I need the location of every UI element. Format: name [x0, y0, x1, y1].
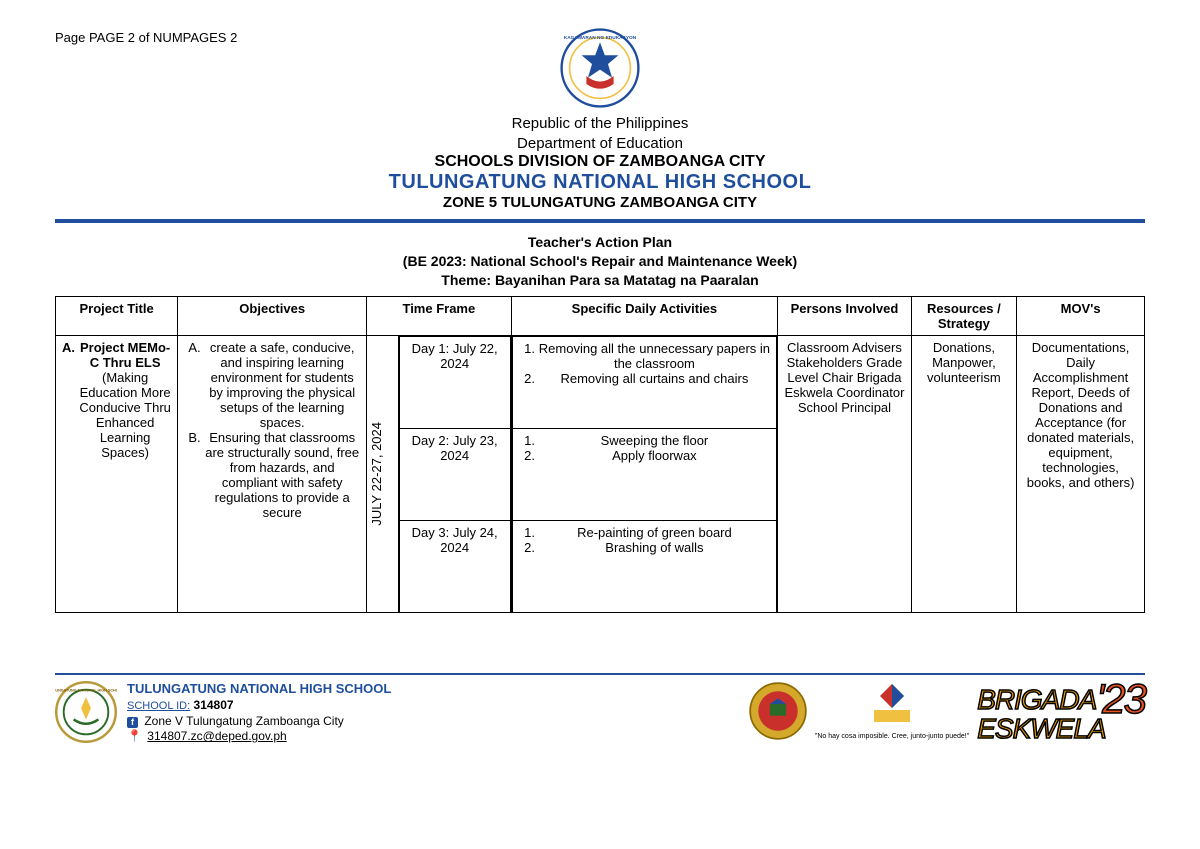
cell-project-title: A. Project MEMo-C Thru ELS (Making Educa… — [56, 335, 178, 613]
col-movs: MOV's — [1017, 296, 1145, 335]
footer-rule — [55, 673, 1145, 675]
activity-item: Re-painting of green board — [539, 525, 771, 540]
header-zone: ZONE 5 TULUNGATUNG ZAMBOANGA CITY — [0, 194, 1200, 211]
day-label: Day 2: July 23, 2024 — [399, 428, 510, 520]
footer: TULUNGATUNG NATIONAL HIGH SCHOOL TULUNGA… — [55, 681, 1145, 745]
cell-activities: Removing all the unnecessary papers in t… — [511, 335, 778, 613]
deped-seal: KAGAWARAN NG EDUKASYON — [560, 28, 640, 108]
header-division: SCHOOLS DIVISION OF ZAMBOANGA CITY — [0, 153, 1200, 171]
table-row: A. Project MEMo-C Thru ELS (Making Educa… — [56, 335, 1145, 613]
footer-left: TULUNGATUNG NATIONAL HIGH SCHOOL TULUNGA… — [55, 681, 749, 745]
activity-item: Brashing of walls — [539, 540, 771, 555]
action-plan-table: Project Title Objectives Time Frame Spec… — [55, 296, 1145, 614]
activity-item: Removing all the unnecessary papers in t… — [539, 341, 771, 371]
cell-resources: Donations, Manpower, volunteerism — [911, 335, 1017, 613]
cell-movs: Documentations, Daily Accomplishment Rep… — [1017, 335, 1145, 613]
objective-item: create a safe, conducive, and inspiring … — [204, 340, 360, 430]
col-objectives: Objectives — [178, 296, 367, 335]
col-project-title: Project Title — [56, 296, 178, 335]
svg-text:TULUNGATUNG NATIONAL HIGH SCHO: TULUNGATUNG NATIONAL HIGH SCHOOL — [55, 689, 117, 693]
timeframe-span-text: JULY 22-27, 2024 — [367, 412, 386, 536]
day-label: Day 1: July 22, 2024 — [399, 336, 510, 428]
col-activities: Specific Daily Activities — [511, 296, 778, 335]
header-rule — [55, 219, 1145, 223]
footer-info: TULUNGATUNG NATIONAL HIGH SCHOOL SCHOOL … — [127, 681, 391, 745]
school-seal: TULUNGATUNG NATIONAL HIGH SCHOOL — [55, 681, 117, 743]
pin-icon: 📍 — [127, 729, 142, 743]
cell-timeframe-span: JULY 22-27, 2024 — [367, 335, 399, 613]
svg-text:KAGAWARAN NG EDUKASYON: KAGAWARAN NG EDUKASYON — [564, 35, 637, 41]
project-label: A. — [62, 340, 75, 460]
day-label: Day 3: July 24, 2024 — [399, 520, 510, 612]
footer-email: 314807.zc@deped.gov.ph — [147, 729, 286, 743]
footer-address: Zone V Tulungatung Zamboanga City — [144, 714, 343, 728]
header-school: TULUNGATUNG NATIONAL HIGH SCHOOL — [0, 171, 1200, 194]
activity-item: Sweeping the floor — [539, 433, 771, 448]
document-title: Teacher's Action Plan (BE 2023: National… — [0, 233, 1200, 290]
brigada-line2: ESKWELA — [977, 713, 1105, 744]
title-line-2: (BE 2023: National School's Repair and M… — [0, 252, 1200, 271]
footer-id-label: SCHOOL ID: — [127, 700, 190, 712]
footer-id: 314807 — [194, 698, 234, 712]
cell-persons: Classroom Advisers Stakeholders Grade Le… — [778, 335, 911, 613]
col-timeframe: Time Frame — [367, 296, 511, 335]
brigada-line1: BRIGADA — [977, 684, 1096, 715]
col-persons: Persons Involved — [778, 296, 911, 335]
objective-item: Ensuring that classrooms are structurall… — [204, 430, 360, 520]
project-subtitle: (Making Education More Conducive Thru En… — [79, 370, 171, 460]
page-number: Page PAGE 2 of NUMPAGES 2 — [55, 30, 237, 45]
cell-timeframe-days: Day 1: July 22, 2024 Day 2: July 23, 202… — [398, 335, 511, 613]
project-name: Project MEMo-C Thru ELS — [80, 340, 170, 370]
header-department: Department of Education — [0, 134, 1200, 154]
table-header-row: Project Title Objectives Time Frame Spec… — [56, 296, 1145, 335]
matatag-badge: "No hay cosa imposible. Cree, junto-junt… — [815, 682, 969, 740]
brigada-logo: BRIGADA'23 ESKWELA — [977, 681, 1145, 740]
footer-school-name: TULUNGATUNG NATIONAL HIGH SCHOOL — [127, 681, 391, 698]
cell-objectives: create a safe, conducive, and inspiring … — [178, 335, 367, 613]
activity-item: Removing all curtains and chairs — [539, 371, 771, 386]
facebook-icon: f — [127, 717, 138, 728]
title-line-1: Teacher's Action Plan — [0, 233, 1200, 252]
col-resources: Resources / Strategy — [911, 296, 1017, 335]
header-republic: Republic of the Philippines — [0, 114, 1200, 134]
badge-tagline: "No hay cosa imposible. Cree, junto-junt… — [815, 733, 969, 740]
title-line-3: Theme: Bayanihan Para sa Matatag na Paar… — [0, 271, 1200, 290]
activity-item: Apply floorwax — [539, 448, 771, 463]
footer-right: "No hay cosa imposible. Cree, junto-junt… — [749, 681, 1145, 740]
deped-badge — [749, 682, 807, 740]
